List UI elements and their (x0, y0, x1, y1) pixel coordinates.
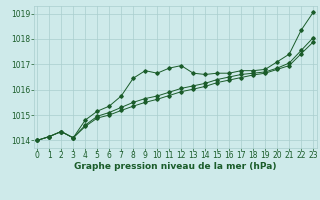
X-axis label: Graphe pression niveau de la mer (hPa): Graphe pression niveau de la mer (hPa) (74, 162, 276, 171)
